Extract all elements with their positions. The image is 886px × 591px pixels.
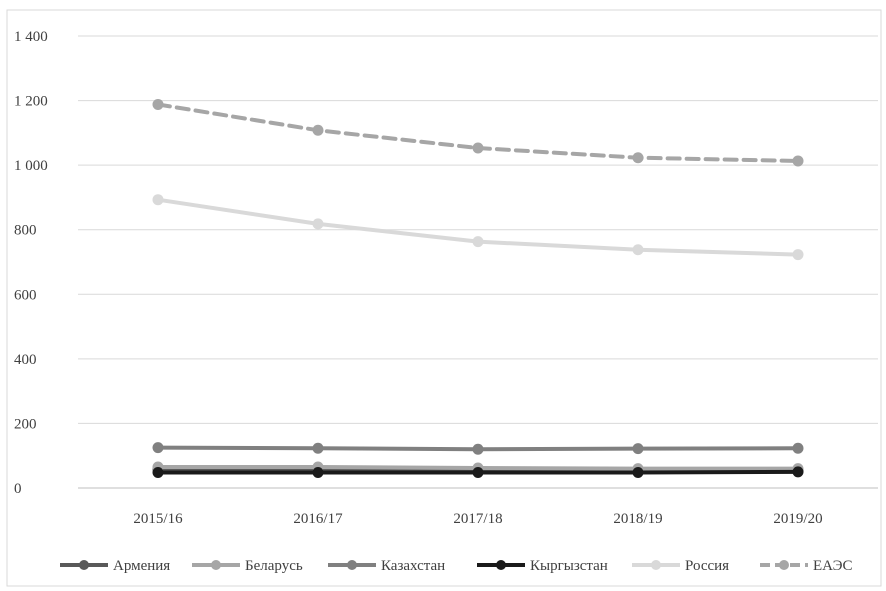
legend-swatch-marker (79, 560, 89, 570)
data-point (312, 218, 324, 230)
data-point (792, 155, 804, 167)
data-point (152, 98, 164, 110)
data-point (632, 244, 644, 256)
data-point (792, 466, 804, 478)
y-tick-label: 0 (14, 481, 22, 497)
data-point (472, 142, 484, 154)
data-point (632, 467, 644, 479)
x-tick-label: 2019/20 (773, 511, 822, 527)
legend-swatch-marker (211, 560, 221, 570)
y-tick-label: 800 (14, 223, 37, 239)
gridlines (78, 35, 878, 489)
legend-swatch-marker (347, 560, 357, 570)
series-lines (152, 98, 804, 479)
data-point (632, 443, 644, 455)
data-point (792, 442, 804, 454)
y-tick-label: 1 000 (14, 158, 48, 174)
y-tick-label: 1 200 (14, 94, 48, 110)
legend-swatch-marker (651, 560, 661, 570)
legend-label: ЕАЭС (813, 558, 853, 574)
legend-label: Казахстан (381, 558, 445, 574)
data-point (152, 467, 164, 479)
legend-swatch-marker (496, 560, 506, 570)
legend-label: Армения (113, 558, 170, 574)
legend-label: Россия (685, 558, 729, 574)
data-point (312, 124, 324, 136)
data-point (472, 467, 484, 479)
data-point (312, 442, 324, 454)
x-tick-label: 2018/19 (613, 511, 662, 527)
chart-border (6, 9, 882, 587)
legend-label: Кыргызстан (530, 558, 608, 574)
data-point (472, 236, 484, 248)
data-point (312, 467, 324, 479)
x-axis-ticks: 2015/16 2016/17 2017/18 2018/19 2019/20 (133, 511, 822, 527)
y-axis-ticks: 0 200 400 600 800 1 000 1 200 1 400 (14, 29, 48, 497)
y-tick-label: 400 (14, 352, 37, 368)
data-point (632, 152, 644, 164)
data-point (472, 443, 484, 455)
data-point (152, 194, 164, 206)
x-tick-label: 2016/17 (293, 511, 343, 527)
legend-swatch-marker (779, 560, 789, 570)
x-tick-label: 2015/16 (133, 511, 183, 527)
y-tick-label: 200 (14, 416, 37, 432)
data-point (792, 249, 804, 261)
legend: Армения Беларусь Казахстан Кыргызстан Россия… (60, 558, 853, 574)
x-tick-label: 2017/18 (453, 511, 502, 527)
y-tick-label: 600 (14, 287, 37, 303)
legend-label: Беларусь (245, 558, 303, 574)
y-tick-label: 1 400 (14, 29, 48, 45)
data-point (152, 442, 164, 454)
